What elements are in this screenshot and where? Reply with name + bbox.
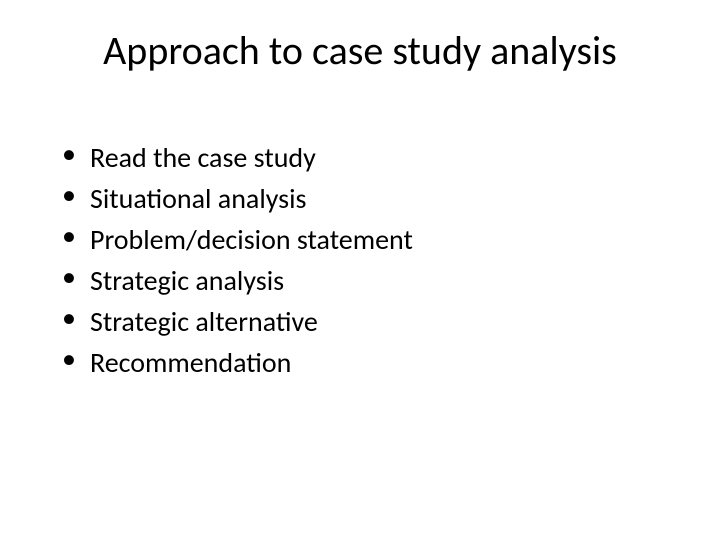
bullet-icon: •	[62, 136, 90, 171]
list-item: • Strategic alternative	[62, 304, 662, 339]
slide-body: • Read the case study • Situational anal…	[62, 140, 662, 386]
list-item: • Read the case study	[62, 140, 662, 175]
slide-title: Approach to case study analysis	[0, 26, 720, 75]
list-item-text: Strategic analysis	[90, 263, 284, 298]
list-item: • Strategic analysis	[62, 263, 662, 298]
bullet-icon: •	[62, 177, 90, 212]
list-item-text: Problem/decision statement	[90, 222, 413, 257]
list-item: • Situational analysis	[62, 181, 662, 216]
list-item-text: Situational analysis	[90, 181, 306, 216]
bullet-icon: •	[62, 341, 90, 376]
list-item: • Problem/decision statement	[62, 222, 662, 257]
bullet-icon: •	[62, 218, 90, 253]
list-item: • Recommendation	[62, 345, 662, 380]
list-item-text: Recommendation	[90, 345, 291, 380]
bullet-icon: •	[62, 300, 90, 335]
slide: Approach to case study analysis • Read t…	[0, 0, 720, 540]
bullet-icon: •	[62, 259, 90, 294]
list-item-text: Read the case study	[90, 140, 316, 175]
list-item-text: Strategic alternative	[90, 304, 318, 339]
